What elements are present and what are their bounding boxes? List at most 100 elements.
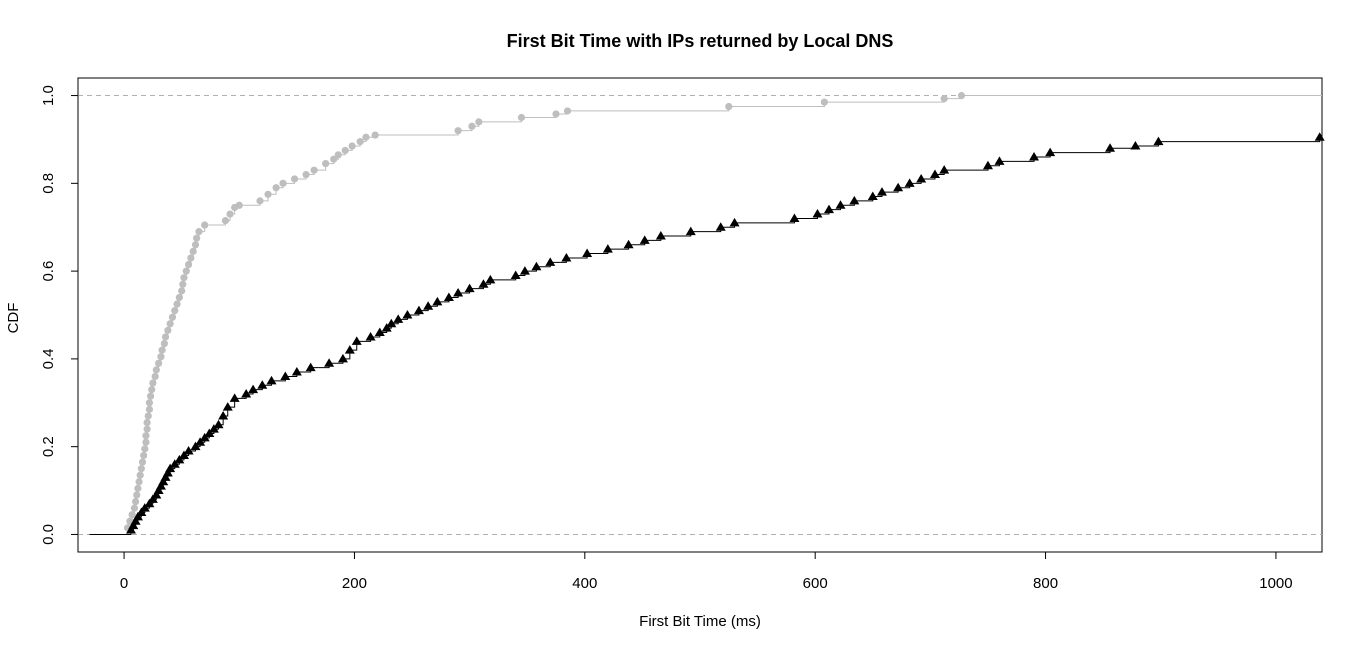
series-0-point [341,146,349,155]
series-0-point [143,418,151,427]
series-1-point [916,173,927,183]
series-0-point [148,386,156,394]
series-0-point [957,91,966,100]
series-0-point [356,138,364,146]
series-1-point [545,257,556,266]
series-1-point [344,345,355,354]
series-1-point [199,432,210,442]
series-1-point [130,516,141,525]
y-tick-label: 0.4 [40,348,57,369]
series-0-point [184,260,193,269]
series-1-point [213,419,224,429]
series-1-point [453,288,464,297]
y-axis-label: CDF [5,303,22,334]
series-1-point [190,441,201,451]
series-0-point [166,320,174,328]
series-1-point [280,371,291,380]
series-1-point [582,248,593,258]
series-0-point [191,241,200,249]
series-0-point [272,184,280,192]
series-0-point [348,142,356,150]
series-0-point [725,102,733,111]
series-0-point [171,307,179,315]
series-1-point [204,428,215,437]
series-1-point [789,213,800,222]
series-0-point [134,484,142,492]
series-0-point [179,280,187,288]
series-1-point [337,353,348,363]
series-1-point [1153,136,1164,146]
series-0-point [264,190,272,198]
series-0-point [142,438,150,446]
series-0-point [135,478,143,486]
series-1-point [639,235,650,244]
x-tick-label: 600 [803,575,828,592]
series-1-point [136,507,147,516]
series-0-point [820,98,829,106]
series-0-point [552,110,560,118]
x-axis: 0 200 400 600 800 1000 [120,551,1293,592]
series-0-point [334,151,342,159]
series-1-point [510,270,521,279]
y-tick-label: 0.0 [40,524,57,545]
series-1-point [464,283,475,293]
x-tick-label: 1000 [1259,575,1292,592]
series-1-point [876,187,887,196]
series-0-point [140,451,148,460]
series-0-point [187,254,195,262]
series-0-point [175,293,183,302]
series-0-point [454,127,462,135]
x-tick-label: 200 [342,575,367,592]
series-1-point [158,476,169,486]
series-0-point [302,170,310,179]
series-1-point [824,204,835,214]
series-1-point [132,511,143,521]
series-1-point [893,182,904,192]
series-0-point [517,113,526,122]
series-1-point [423,301,434,310]
series-0-point [468,122,476,130]
series-1-point [835,200,846,209]
series-1-point [443,292,454,301]
y-tick-label: 0.6 [40,261,57,282]
series-0-point [161,333,170,341]
series-0-point [168,313,177,321]
series-1-point [162,468,173,477]
series-0-point [563,107,572,115]
series-1-point [208,424,219,433]
series-1-point [939,165,950,174]
series-1-point [655,231,666,240]
series-0-point [141,445,149,453]
series-0-point [128,511,136,519]
series-1-point [531,261,542,271]
series-1-point [413,305,424,315]
series-1-point [849,195,860,205]
series-0-point [193,234,201,242]
series-1-point [478,279,489,288]
series-0-point [143,425,151,433]
series-1-point [602,244,613,253]
series-1-point [139,503,150,512]
series-1-point [1130,141,1141,150]
series-1-point [485,274,496,284]
series-0-point [279,179,287,187]
series-1-point [381,323,392,332]
series-1-point [904,178,915,187]
series-1-point [183,446,194,455]
series-1-point [128,520,139,530]
series-1-point [374,327,385,337]
series-0-point [155,359,163,367]
series-1-point [125,525,136,534]
series-0-point [142,432,150,440]
series-1-point [153,485,164,495]
series-1-point [365,331,376,341]
series-1-point [561,252,572,262]
series-0-point [371,131,379,139]
series-1-point [144,498,155,508]
series-1-point [305,362,316,372]
series-1-point [257,380,268,389]
y-tick-label: 1.0 [40,85,57,106]
series-1-point [169,459,180,468]
series-0-point [138,458,147,466]
